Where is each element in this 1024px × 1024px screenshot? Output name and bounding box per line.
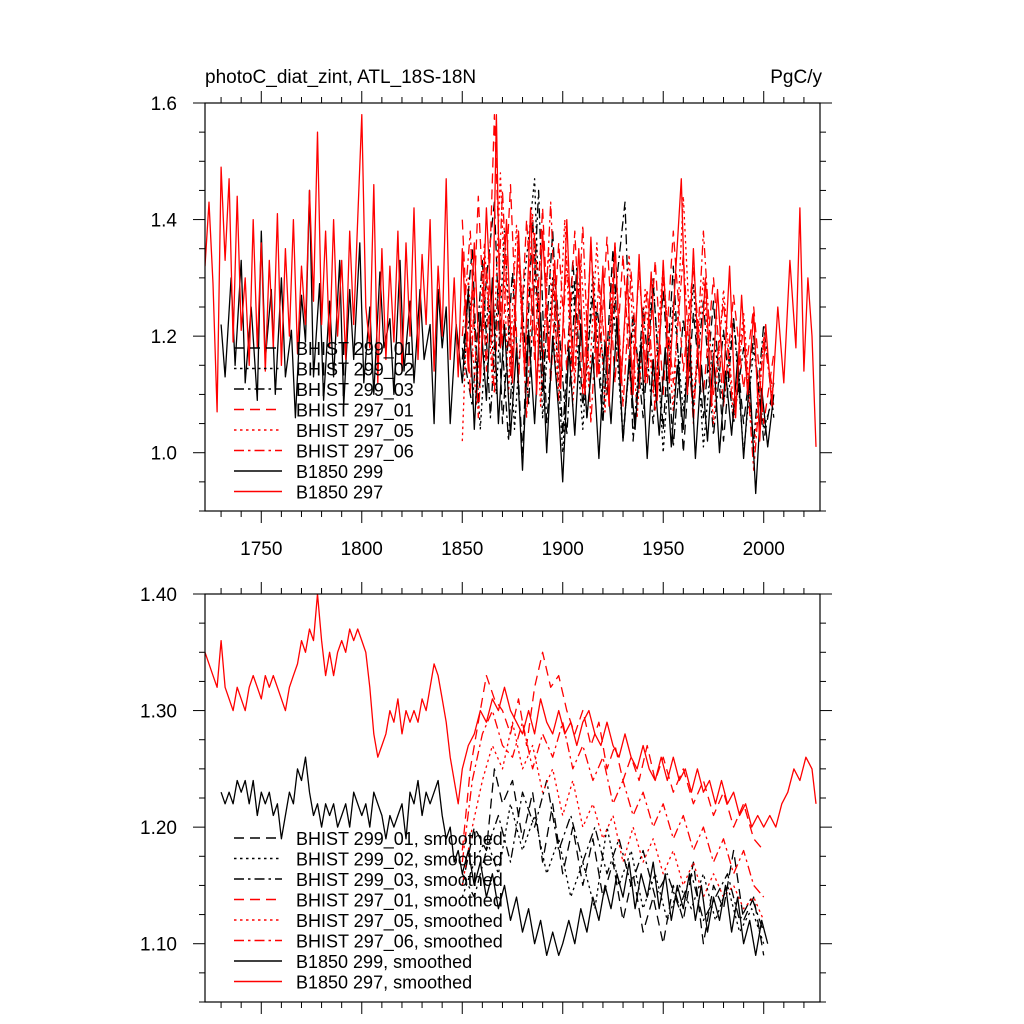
top-series-b1850-299 [220, 189, 775, 495]
bottom-y-tick-label: 1.20 [140, 818, 177, 839]
top-legend-label: BHIST 299_02 [296, 360, 414, 381]
bottom-series-b1850-299-smoothed [220, 756, 769, 957]
top-axes: 1750 1800 1850 1900 1950 2000 1.0 1.2 1.4 1.6 [151, 91, 832, 560]
top-series-b1850-297 [205, 114, 817, 447]
bottom-panel: 1.101.201.301.40 BHIST 299_01, smoothedB… [140, 582, 832, 1014]
bottom-axes: 1.10 1.20 1.30 1.40 [140, 582, 832, 1014]
bottom-series-bhist-299-02-smoothed [461, 803, 765, 944]
bottom-legend-label: BHIST 297_05, smoothed [296, 911, 503, 932]
top-series-bhist-299-01 [461, 201, 775, 454]
bottom-series-b1850-297-smoothed [205, 594, 817, 828]
bottom-y-tick-label: 1.10 [140, 935, 177, 956]
top-series-group [205, 114, 817, 495]
top-legend-label: BHIST 299_03 [296, 380, 414, 401]
bottom-legend-label: BHIST 299_03, smoothed [296, 870, 503, 891]
top-legend-label: B1850 299 [296, 462, 383, 482]
bottom-y-tick-label: 1.40 [140, 585, 177, 606]
top-legend-label: B1850 297 [296, 483, 383, 503]
bottom-series-bhist-297-01-smoothed [461, 651, 765, 851]
chart-title-left: photoC_diat_zint, ATL_18S-18N [205, 67, 476, 88]
top-x-tick-label: 1800 [341, 539, 383, 560]
bottom-y-tick-label: 1.30 [140, 702, 177, 723]
top-y-tick-label: 1.2 [151, 327, 177, 348]
top-x-tick-label: 1950 [642, 539, 684, 560]
top-legend-label: BHIST 297_01 [296, 401, 414, 422]
top-legend-label: BHIST 297_06 [296, 442, 414, 463]
top-x-tick-label: 1900 [542, 539, 584, 560]
top-x-tick-label: 1850 [441, 539, 483, 560]
bottom-legend-label: B1850 299, smoothed [296, 952, 472, 972]
bottom-legend-label: BHIST 297_01, smoothed [296, 891, 503, 912]
top-x-tick-label: 2000 [743, 539, 785, 560]
top-series-bhist-297-01 [461, 114, 775, 425]
top-y-tick-label: 1.0 [151, 444, 177, 465]
bottom-legend-label: BHIST 297_06, smoothed [296, 932, 503, 953]
top-legend-label: BHIST 297_05 [296, 421, 414, 442]
chart-title-right: PgC/y [770, 67, 822, 88]
bottom-series-bhist-297-06-smoothed [461, 709, 765, 898]
bottom-series-bhist-297-05-smoothed [461, 721, 765, 921]
bottom-legend-label: BHIST 299_02, smoothed [296, 850, 503, 871]
top-legend-label: BHIST 299_01 [296, 339, 414, 360]
top-panel: photoC_diat_zint, ATL_18S-18N PgC/y 1750… [151, 67, 832, 560]
bottom-legend-label: BHIST 299_01, smoothed [296, 829, 503, 850]
bottom-series-group [205, 594, 817, 957]
bottom-legend-label: B1850 297, smoothed [296, 973, 472, 993]
top-x-tick-label: 1750 [240, 539, 282, 560]
bottom-series-bhist-299-01-smoothed [461, 768, 765, 956]
top-y-tick-label: 1.6 [151, 94, 177, 115]
top-y-tick-label: 1.4 [151, 211, 178, 232]
